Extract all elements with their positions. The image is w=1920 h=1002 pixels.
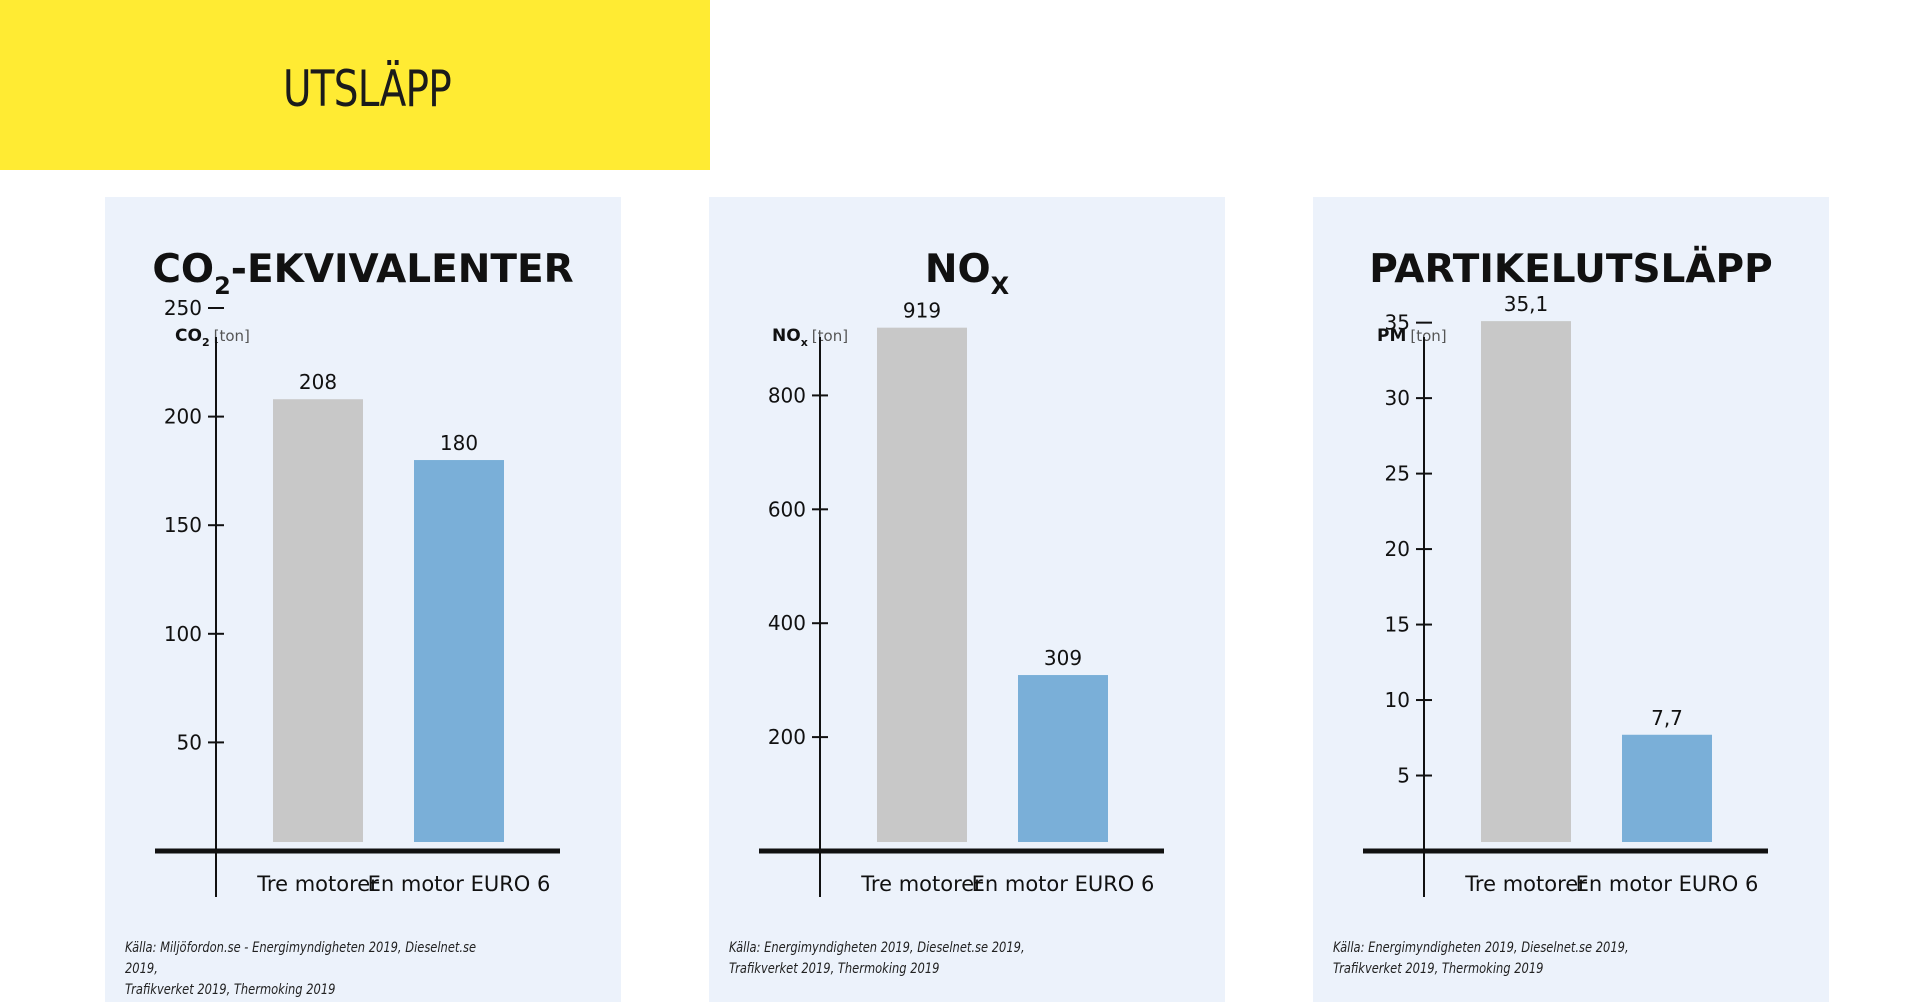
y-axis-label-subscript: x [801, 336, 808, 349]
bar-tre-motorer [877, 327, 967, 842]
title-banner [0, 0, 710, 170]
y-tick-label: 800 [768, 383, 806, 407]
chart-title: NOX [925, 247, 1010, 300]
y-tick-label: 250 [164, 296, 202, 320]
y-axis-label-main: PM [1377, 326, 1406, 346]
y-axis-label-main: CO [175, 326, 202, 346]
chart-title: PARTIKELUTSLÄPP [1369, 245, 1772, 292]
y-axis-label-subscript: 2 [202, 336, 210, 349]
chart-card-nox: NOX NOx [ton] 919 Tre motorer 309 En motor EUR… [709, 197, 1225, 1002]
bar-en-motor-euro-6 [414, 460, 504, 842]
y-tick-label: 400 [768, 611, 806, 635]
source-note-nox: Källa: Energimyndigheten 2019, Dieselnet… [729, 938, 1082, 980]
y-tick-label: 10 [1385, 688, 1410, 712]
category-label: Tre motorer [860, 872, 983, 896]
y-axis-label: PM [ton] [1377, 326, 1447, 346]
y-axis-label-unit: [ton] [1410, 327, 1446, 345]
y-axis-label-main: NO [772, 326, 801, 346]
source-line-1: Källa: Energimyndigheten 2019, Dieselnet… [729, 940, 1025, 956]
category-label: En motor EURO 6 [1576, 872, 1759, 896]
chart-title-subscript: X [991, 272, 1010, 300]
y-axis-label: NOx [ton] [772, 326, 848, 349]
source-line-1: Källa: Energimyndigheten 2019, Dieselnet… [1333, 940, 1629, 956]
y-tick-label: 600 [768, 497, 806, 521]
y-tick-label: 30 [1385, 386, 1410, 410]
category-label: Tre motorer [256, 872, 379, 896]
chart-title-suffix: -EKVIVALENTER [231, 247, 574, 292]
data-label: 309 [1044, 646, 1082, 670]
chart-title-main: PARTIKELUTSLÄPP [1369, 245, 1772, 292]
data-label: 180 [440, 431, 478, 455]
y-tick-label: 200 [768, 725, 806, 749]
y-tick-label: 50 [177, 730, 202, 754]
category-label: Tre motorer [1464, 872, 1587, 896]
y-axis-label-unit: [ton] [214, 327, 250, 345]
bar-en-motor-euro-6 [1622, 734, 1712, 842]
source-line-1: Källa: Miljöfordon.se - Energimyndighete… [125, 940, 477, 977]
data-label: 7,7 [1651, 706, 1683, 730]
y-tick-label: 150 [164, 513, 202, 537]
y-tick-label: 35 [1385, 311, 1410, 335]
chart-title-main: NO [925, 247, 991, 292]
chart-card-pm: PARTIKELUTSLÄPP PM [ton] 35,1 Tre motorer 7,7… [1313, 197, 1829, 1002]
y-tick-label: 15 [1385, 613, 1410, 637]
source-note-pm: Källa: Energimyndigheten 2019, Dieselnet… [1333, 938, 1686, 980]
page-title: UTSLÄPP [282, 60, 452, 118]
bar-tre-motorer [1481, 321, 1571, 842]
category-label: En motor EURO 6 [368, 872, 551, 896]
category-label: En motor EURO 6 [972, 872, 1155, 896]
chart-title-subscript: 2 [214, 272, 231, 300]
y-axis-label-unit: [ton] [812, 327, 848, 345]
chart-title-main: CO [152, 247, 214, 292]
y-tick-label: 25 [1385, 462, 1410, 486]
y-tick-label: 100 [164, 622, 202, 646]
source-note-co2: Källa: Miljöfordon.se - Energimyndighete… [125, 938, 478, 1001]
y-tick-label: 200 [164, 405, 202, 429]
chart-title: CO2-EKVIVALENTER [152, 247, 573, 300]
data-label: 919 [903, 299, 941, 323]
y-tick-label: 5 [1397, 764, 1410, 788]
chart-pm: PARTIKELUTSLÄPP PM [ton] 35,1 Tre motorer 7,7… [1363, 245, 1773, 897]
source-line-2: Trafikverket 2019, Thermoking 2019 [729, 961, 940, 977]
source-line-2: Trafikverket 2019, Thermoking 2019 [1333, 961, 1544, 977]
data-label: 35,1 [1504, 292, 1549, 316]
source-line-2: Trafikverket 2019, Thermoking 2019 [125, 982, 336, 998]
bar-tre-motorer [273, 399, 363, 842]
y-axis-label: CO2 [ton] [175, 326, 250, 349]
bar-en-motor-euro-6 [1018, 675, 1108, 842]
y-tick-label: 20 [1385, 537, 1410, 561]
chart-card-co2: CO2-EKVIVALENTER CO2 [ton] 208 Tre motorer 18… [105, 197, 621, 1002]
data-label: 208 [299, 370, 337, 394]
